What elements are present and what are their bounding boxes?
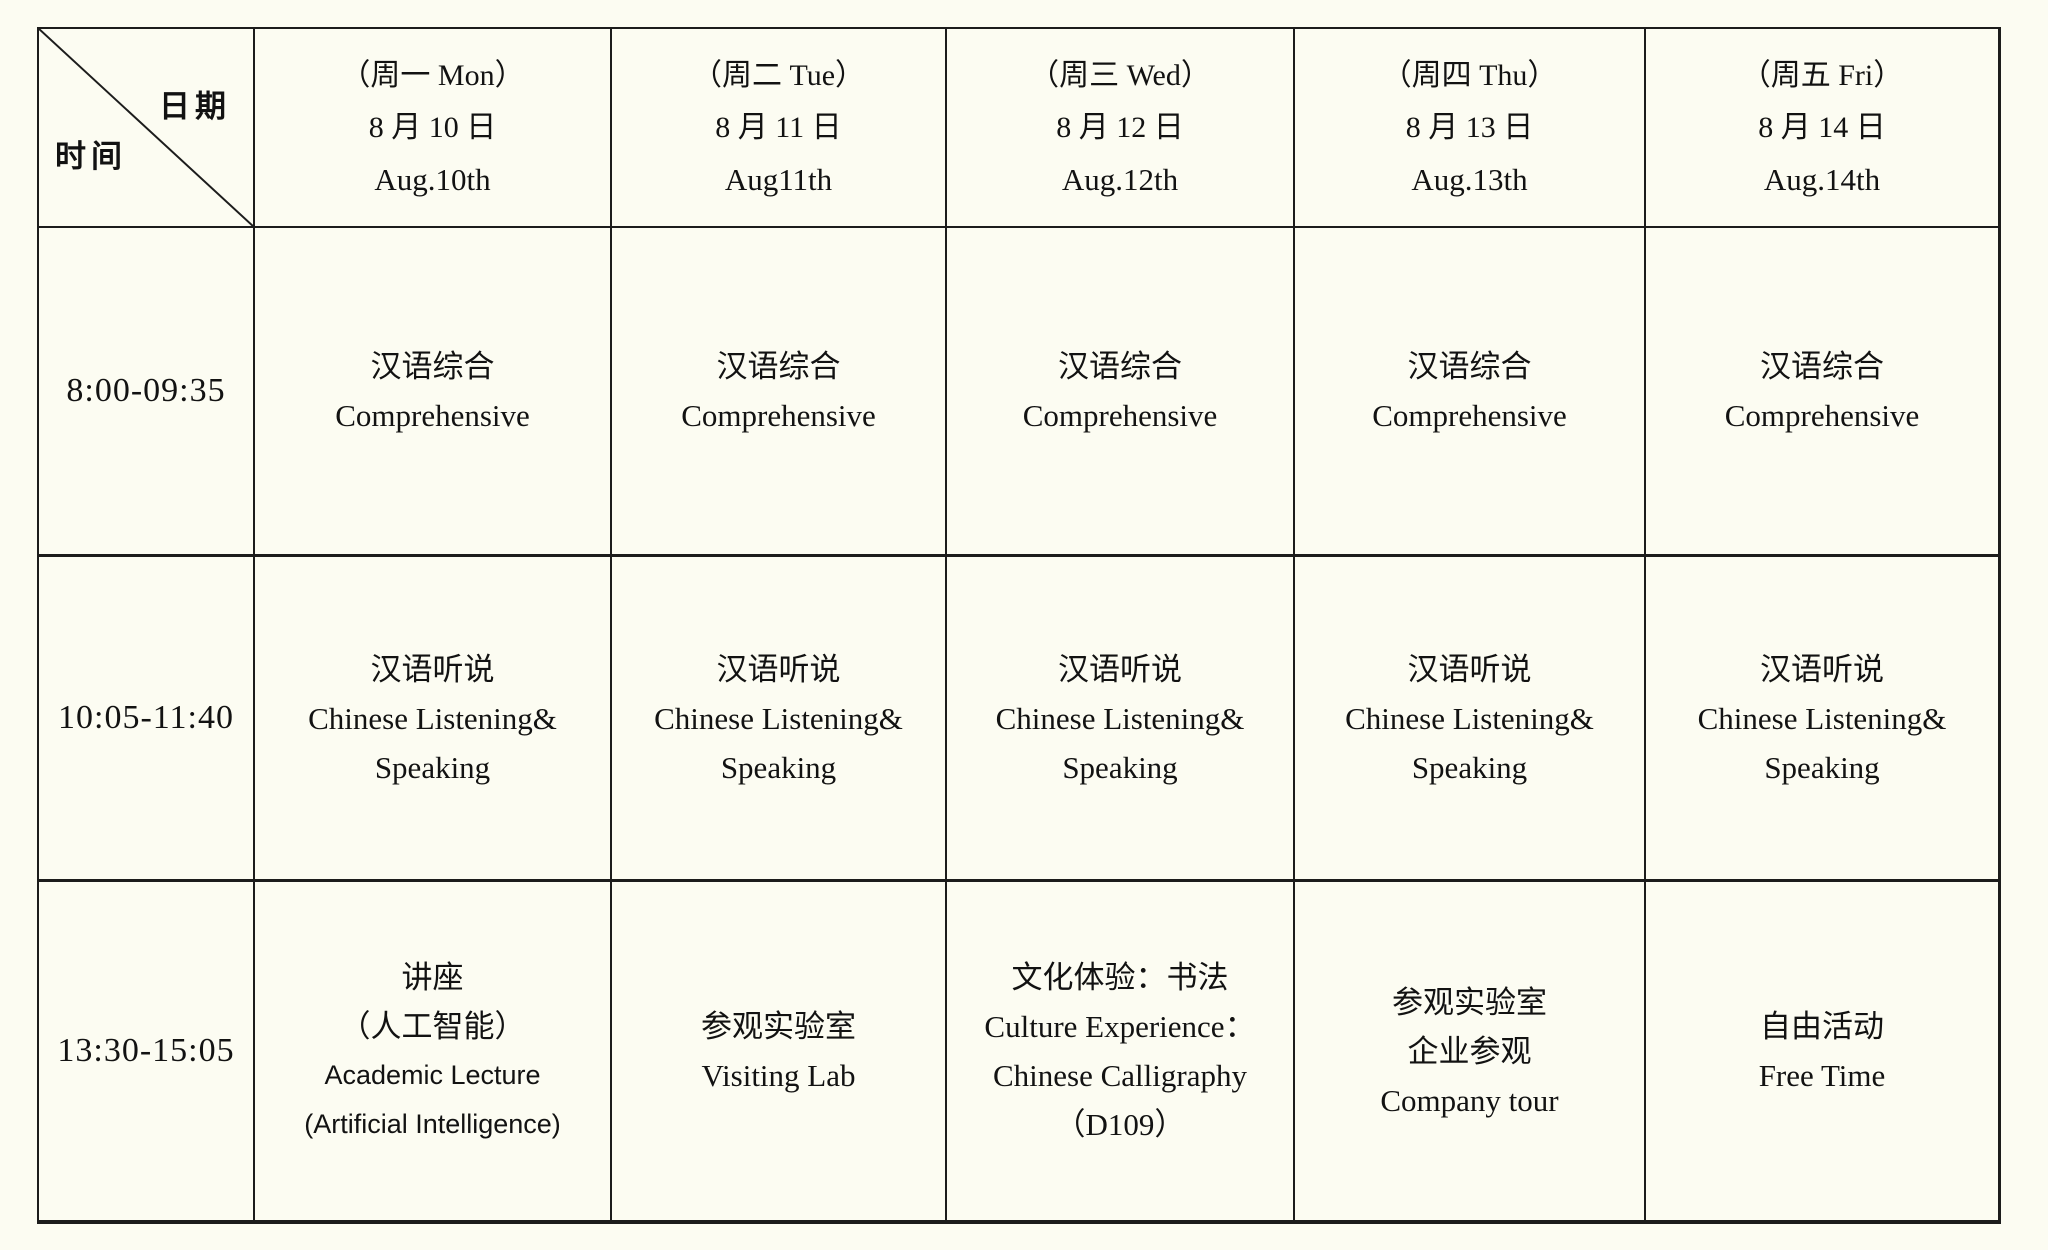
time-range-label: 10:05-11:40	[58, 699, 234, 736]
lesson-line: Free Time	[1758, 1058, 1886, 1093]
day-date-cn: 8 月 10 日	[368, 110, 497, 144]
lesson-line: （人工智能）	[339, 1009, 526, 1044]
lesson-line: Speaking	[374, 749, 491, 785]
lesson-line: 汉语综合	[1760, 349, 1884, 384]
lesson-line: Chinese Listening&	[654, 700, 903, 736]
lesson-line: 汉语综合	[1407, 349, 1532, 384]
day-date-cn: 8 月 13 日	[1405, 110, 1534, 144]
lesson-line: 汉语综合	[370, 349, 495, 384]
lesson-line: Comprehensive	[1022, 398, 1218, 433]
day-header-cell: （周一 Mon） 8 月 10 日 Aug.10th	[255, 29, 612, 228]
lesson-cell: 参观实验室企业参观 Company tour	[1295, 882, 1646, 1220]
lesson-line: Visiting Lab	[701, 1058, 856, 1093]
day-week-label: （周一 Mon）	[340, 58, 525, 92]
lesson-cell: 文化体验：书法 Culture Experience： Chinese Callig…	[947, 882, 1295, 1220]
lesson-line: Culture Experience：	[984, 1009, 1256, 1044]
lesson-cell: 讲座 （人工智能） Academic Lecture (Artificial Inte…	[255, 882, 612, 1220]
lesson-line: Chinese Listening&	[1697, 700, 1947, 736]
day-date-en: Aug.13th	[1411, 161, 1528, 197]
lesson-line: Company tour	[1380, 1082, 1559, 1118]
lesson-line: Speaking	[1764, 749, 1880, 785]
lesson-cell: 汉语综合 Comprehensive	[1646, 228, 1998, 557]
lesson-line: Speaking	[1411, 749, 1528, 785]
lesson-cell: 汉语听说 Chinese Listening& Speaking	[1295, 557, 1646, 882]
day-date-en: Aug.14th	[1763, 161, 1881, 197]
lesson-line: Comprehensive	[335, 398, 530, 433]
day-date-cn: 8 月 14 日	[1758, 110, 1886, 144]
lesson-cell: 汉语听说 Chinese Listening& Speaking	[1646, 557, 1998, 882]
corner-time-label: 时间	[55, 139, 127, 174]
time-cell: 10:05-11:40	[39, 557, 255, 882]
lesson-line: 汉语听说	[370, 651, 495, 687]
day-header-cell: （周四 Thu） 8 月 13 日 Aug.13th	[1295, 29, 1646, 228]
day-date-en: Aug11th	[724, 161, 833, 197]
lesson-line: 汉语听说	[1058, 651, 1182, 687]
day-date-cn: 8 月 12 日	[1056, 110, 1184, 144]
lesson-line: 汉语综合	[1058, 349, 1182, 384]
lesson-line: 参观实验室	[701, 1009, 856, 1044]
lesson-cell: 参观实验室 Visiting Lab	[612, 882, 947, 1220]
lesson-line: 汉语听说	[1407, 651, 1532, 687]
day-header-cell: （周三 Wed） 8 月 12 日 Aug.12th	[947, 29, 1295, 228]
lesson-line: Speaking	[720, 749, 837, 785]
day-week-label: （周四 Thu）	[1381, 58, 1558, 92]
lesson-line: 讲座	[401, 960, 464, 995]
lesson-line: Speaking	[1062, 749, 1178, 785]
schedule-table: 日期 时间 （周一 Mon） 8 月 10 日 Aug.10th （周二 Tue） 8 月 …	[37, 27, 2001, 1224]
lesson-line: 自由活动	[1760, 1009, 1884, 1044]
diagonal-line	[39, 29, 253, 226]
day-date-cn: 8 月 11 日	[715, 110, 842, 144]
time-cell: 8:00-09:35	[39, 228, 255, 557]
lesson-cell: 自由活动 Free Time	[1646, 882, 1998, 1220]
time-cell: 13:30-15:05	[39, 882, 255, 1220]
lesson-line: 文化体验：书法	[1011, 960, 1229, 995]
corner-cell: 日期 时间	[39, 29, 255, 228]
lesson-line: Chinese Calligraphy	[993, 1058, 1247, 1093]
lesson-line: (Artificial Intelligence)	[304, 1109, 561, 1139]
lesson-cell: 汉语综合 Comprehensive	[1295, 228, 1646, 557]
lesson-cell: 汉语听说 Chinese Listening& Speaking	[612, 557, 947, 882]
lesson-cell: 汉语综合 Comprehensive	[612, 228, 947, 557]
lesson-line: （D109）	[1054, 1107, 1186, 1142]
lesson-cell: 汉语听说 Chinese Listening& Speaking	[255, 557, 612, 882]
day-week-label: （周三 Wed）	[1029, 58, 1211, 92]
day-week-label: （周五 Fri）	[1740, 58, 1904, 92]
lesson-line: 汉语听说	[716, 651, 841, 687]
lesson-line: Comprehensive	[1724, 398, 1920, 433]
lesson-cell: 汉语综合 Comprehensive	[947, 228, 1295, 557]
lesson-line: Chinese Listening&	[995, 700, 1245, 736]
lesson-line: 汉语综合	[716, 349, 841, 384]
lesson-line: Comprehensive	[681, 398, 876, 433]
lesson-line: 汉语听说	[1760, 651, 1884, 687]
corner-date-label: 日期	[159, 89, 231, 124]
day-header-cell: （周二 Tue） 8 月 11 日 Aug11th	[612, 29, 947, 228]
day-date-en: Aug.12th	[1061, 161, 1179, 197]
lesson-cell: 汉语听说 Chinese Listening& Speaking	[947, 557, 1295, 882]
day-header-cell: （周五 Fri） 8 月 14 日 Aug.14th	[1646, 29, 1998, 228]
lesson-line: Comprehensive	[1372, 398, 1567, 433]
day-week-label: （周二 Tue）	[691, 58, 866, 92]
time-range-label: 13:30-15:05	[57, 1032, 235, 1069]
lesson-line: Academic Lecture	[324, 1060, 541, 1090]
lesson-line: Chinese Listening&	[1345, 700, 1594, 736]
time-range-label: 8:00-09:35	[66, 372, 226, 409]
lesson-line: 企业参观	[1407, 1033, 1532, 1069]
lesson-cell: 汉语综合 Comprehensive	[255, 228, 612, 557]
day-date-en: Aug.10th	[374, 161, 491, 197]
lesson-line: 参观实验室	[1392, 984, 1547, 1020]
lesson-line: Chinese Listening&	[308, 700, 557, 736]
